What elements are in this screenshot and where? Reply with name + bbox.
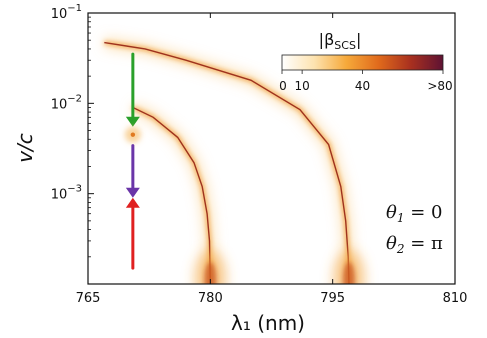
red-arrow-head xyxy=(125,197,140,208)
resonance-base-core xyxy=(204,262,217,284)
green-arrow xyxy=(125,52,140,127)
colorbar-title: |βSCS| xyxy=(319,30,362,52)
x-axis-label: λ₁ (nm) xyxy=(231,311,305,335)
purple-arrow-head xyxy=(125,187,140,198)
colorbar-tick-label: 10 xyxy=(294,79,309,93)
colorbar-tick-label: 0 xyxy=(279,79,287,93)
plot-frame xyxy=(87,12,456,285)
axes: 765 780 795 810 10−1 10−2 10−3 xyxy=(51,3,468,306)
x-tick-label: 765 xyxy=(76,291,101,306)
resonance-branch-1 xyxy=(103,36,365,284)
y-axis-label: v/c xyxy=(13,133,37,163)
x-tick-label: 780 xyxy=(198,291,223,306)
colorbar-tick-label: 40 xyxy=(355,79,370,93)
heatmap-layer xyxy=(103,36,365,284)
y-tick-label: 10−2 xyxy=(51,93,82,112)
y-tick-label: 10−3 xyxy=(51,184,82,203)
resonance-core xyxy=(104,41,350,284)
glow-point-core xyxy=(130,132,136,137)
colorbar-gradient xyxy=(281,54,444,71)
annotation-theta: θ1 = 0 θ2 = π xyxy=(386,202,443,256)
purple-arrow xyxy=(125,144,140,198)
red-arrow xyxy=(125,197,140,270)
y-tick-label: 10−1 xyxy=(51,3,82,22)
colorbar-ticks: 0 10 40 >80 xyxy=(279,70,453,93)
markers-layer xyxy=(124,52,141,270)
annotation-theta1: θ1 = 0 xyxy=(386,202,442,225)
x-tick-label: 795 xyxy=(320,291,345,306)
resonance-base-core xyxy=(342,262,355,284)
colorbar-tick-label: >80 xyxy=(427,79,452,93)
green-arrow-head xyxy=(125,116,140,127)
resonance-core xyxy=(132,106,211,284)
annotation-theta2: θ2 = π xyxy=(386,233,443,256)
resonance-branch-2 xyxy=(130,102,227,284)
x-tick-label: 810 xyxy=(443,291,468,306)
colorbar: |βSCS| 0 10 40 >80 xyxy=(279,30,452,93)
